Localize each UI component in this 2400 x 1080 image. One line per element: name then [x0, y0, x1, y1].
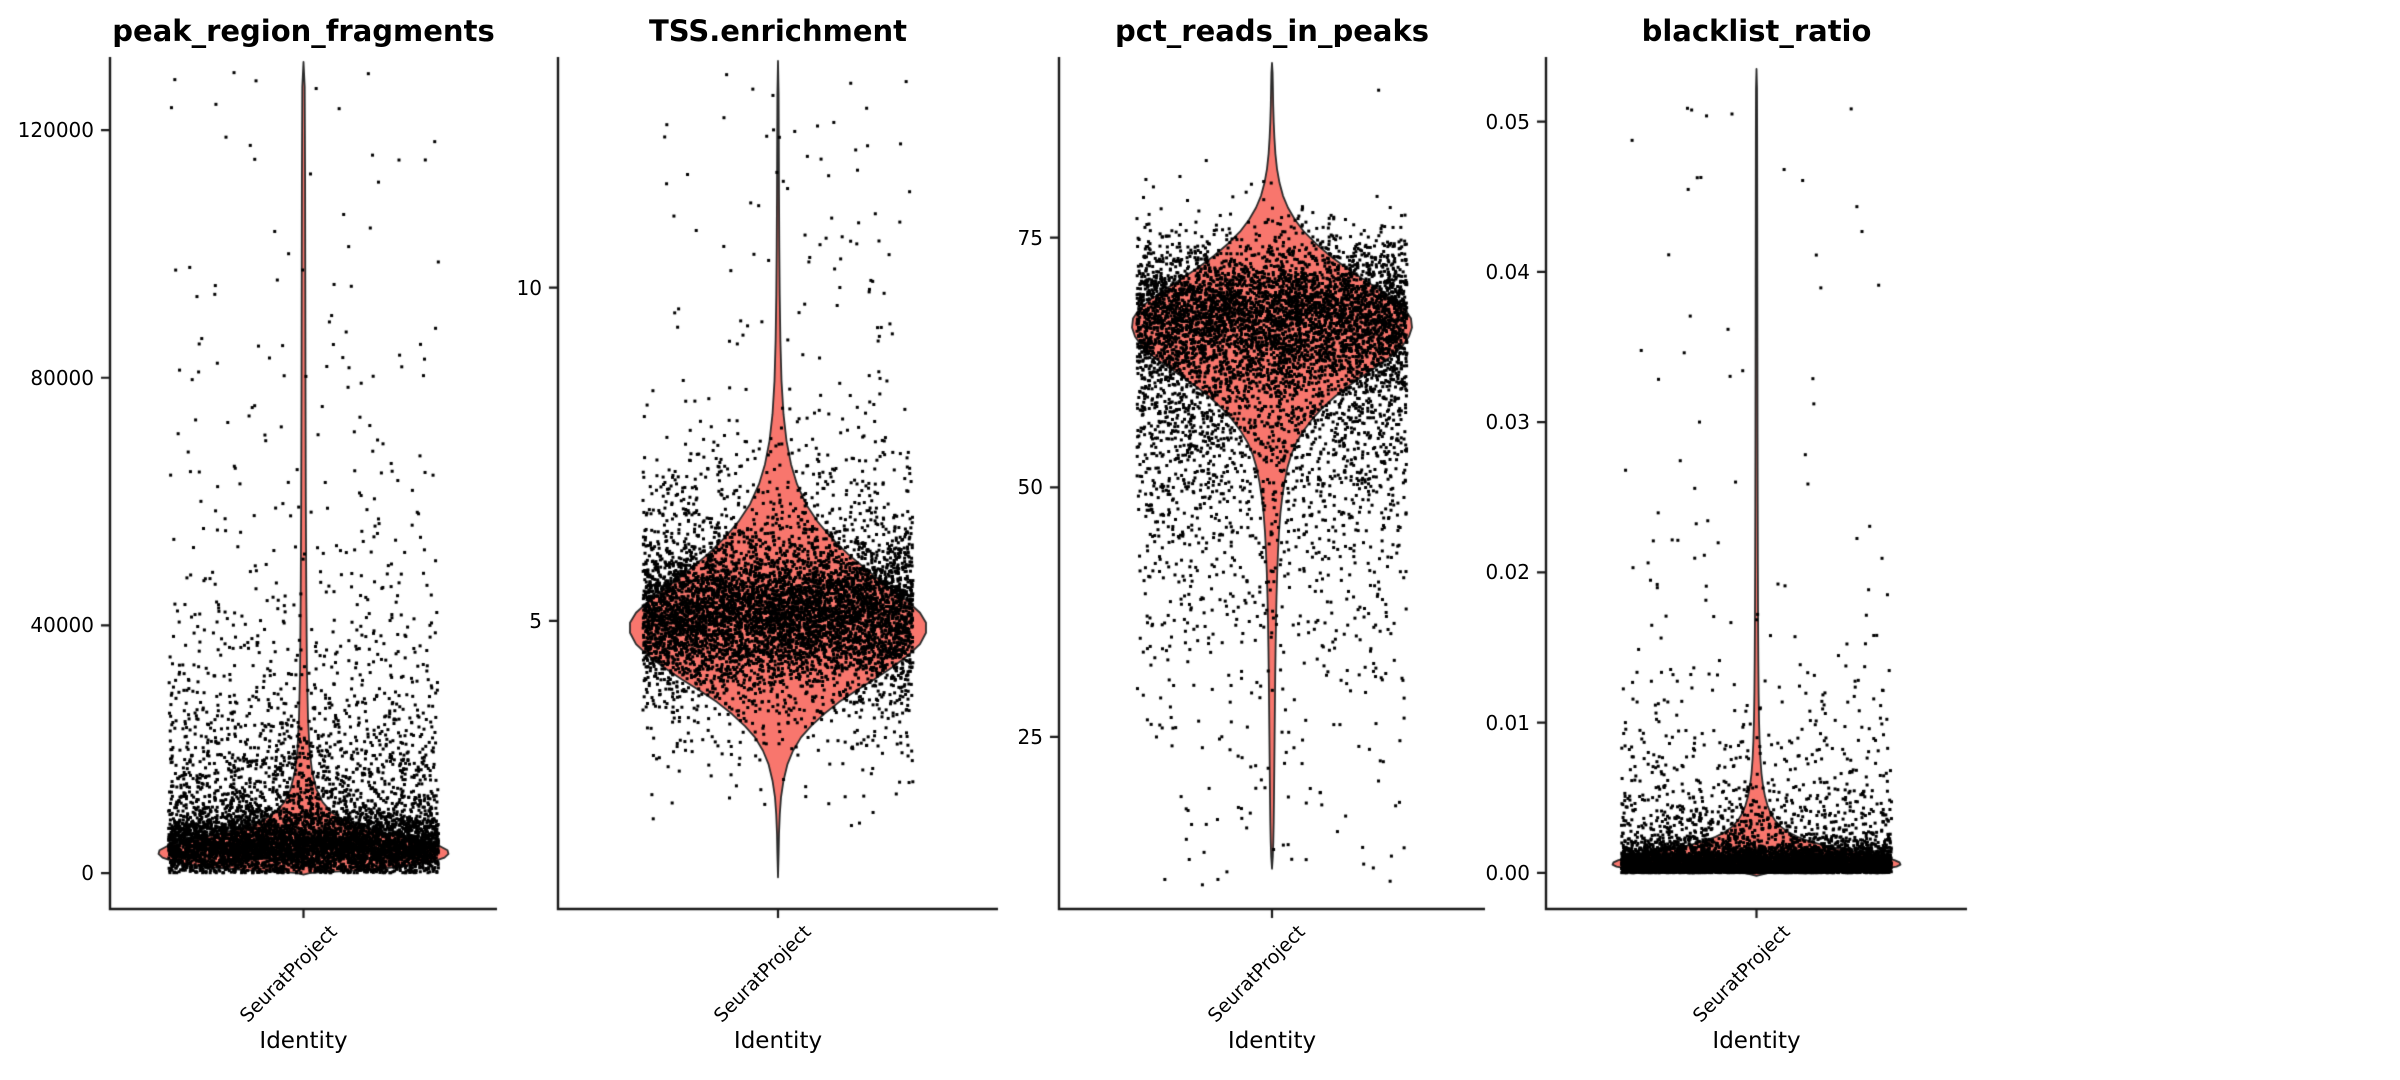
y-tick-label: 5	[529, 608, 542, 633]
x-axis-label: Identity	[259, 1028, 348, 1054]
y-tick-label: 0.01	[1485, 710, 1530, 735]
y-tick-label: 0.04	[1485, 259, 1530, 284]
panel-title: TSS.enrichment	[648, 14, 908, 48]
y-tick-label: 0.00	[1485, 860, 1530, 885]
panel-title: pct_reads_in_peaks	[1114, 14, 1430, 48]
x-axis-label: Identity	[1227, 1028, 1317, 1054]
y-tick-label: 80000	[30, 365, 94, 390]
y-tick-label: 40000	[30, 613, 94, 638]
panel-title: blacklist_ratio	[1641, 14, 1872, 48]
y-tick-label: 0.03	[1485, 410, 1530, 435]
y-tick-label: 50	[1017, 475, 1043, 500]
y-tick-label: 75	[1017, 225, 1043, 250]
y-tick-label: 0.02	[1485, 560, 1530, 585]
y-tick-label: 10	[516, 275, 542, 300]
panel-title: peak_region_fragments	[112, 14, 495, 48]
y-tick-label: 0.05	[1485, 109, 1530, 134]
x-axis-label: Identity	[1712, 1028, 1801, 1054]
y-tick-label: 25	[1017, 724, 1043, 749]
x-axis-label: Identity	[733, 1028, 823, 1054]
y-tick-label: 120000	[17, 118, 94, 143]
y-tick-label: 0	[81, 861, 94, 886]
